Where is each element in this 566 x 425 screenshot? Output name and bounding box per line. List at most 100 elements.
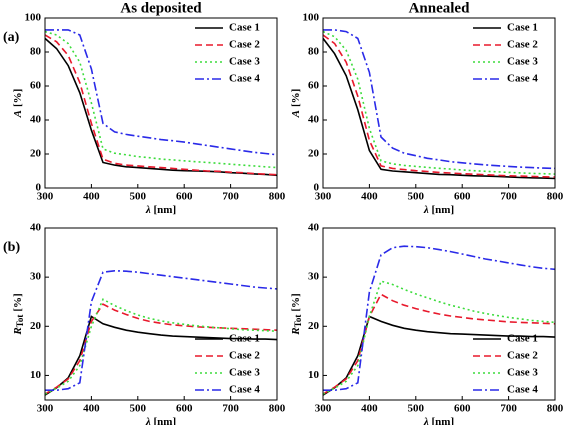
y-axis-label: RTot [%] [290, 293, 304, 335]
legend-label: Case 3 [507, 367, 538, 379]
panel-label: (b) [3, 240, 20, 255]
legend-label: Case 2 [507, 350, 538, 362]
x-tick-label: 700 [500, 403, 517, 415]
y-tick-label: 60 [30, 80, 42, 92]
x-tick-label: 400 [83, 403, 100, 415]
y-tick-label: 10 [30, 369, 42, 381]
y-axis-unit: [%] [12, 293, 24, 311]
y-tick-label: 0 [314, 182, 320, 194]
y-tick-label: 100 [303, 12, 320, 24]
x-axis-symbol: λ [423, 416, 429, 425]
x-tick-label: 600 [176, 403, 193, 415]
y-tick-label: 100 [25, 12, 42, 24]
series-line [323, 293, 555, 395]
x-axis-unit: [nm] [432, 416, 455, 425]
legend-label: Case 3 [229, 367, 260, 379]
legend-label: Case 1 [507, 22, 538, 34]
x-tick-label: 300 [315, 191, 332, 203]
plot-frame [322, 17, 556, 189]
x-tick-label: 600 [454, 191, 471, 203]
y-axis-symbol: A [290, 110, 302, 118]
y-axis-symbol: R [12, 327, 24, 335]
panel: Annealed 300 400 500 600 700 800 0 20 40 60 80 100 λ … [290, 0, 564, 215]
y-tick-label: 20 [30, 320, 42, 332]
y-tick-label: 60 [308, 80, 320, 92]
x-axis-unit: [nm] [154, 204, 177, 216]
x-axis-label: λ [nm] [423, 204, 454, 216]
plot-frame [44, 227, 278, 401]
series-line [323, 29, 555, 170]
y-tick-label: 30 [308, 271, 320, 283]
x-axis-unit: [nm] [432, 204, 455, 216]
x-axis-label: λ [nm] [145, 416, 176, 425]
y-tick-label: 20 [308, 148, 320, 160]
y-tick-label: 0 [36, 182, 42, 194]
y-axis-label: RTot [%] [12, 293, 26, 335]
x-tick-label: 800 [269, 191, 286, 203]
y-axis-subscript: Tot [15, 315, 25, 328]
legend-label: Case 4 [507, 73, 538, 85]
x-tick-label: 500 [408, 403, 425, 415]
x-tick-label: 600 [176, 191, 193, 203]
panel: (b) 300 400 500 600 700 800 10 20 30 40 λ [nm] RTot [… [3, 222, 286, 425]
x-tick-label: 700 [500, 191, 517, 203]
y-axis-subscript: Tot [293, 315, 303, 328]
legend-label: Case 1 [507, 333, 538, 345]
y-tick-label: 40 [308, 222, 320, 234]
y-axis-unit: [%] [290, 89, 302, 107]
series-line [323, 245, 555, 391]
x-tick-label: 500 [130, 191, 147, 203]
series-line [323, 30, 555, 175]
legend-label: Case 2 [229, 39, 260, 51]
series-line [45, 269, 277, 391]
y-tick-label: 40 [30, 114, 42, 126]
x-tick-label: 800 [547, 191, 564, 203]
legend-label: Case 3 [507, 56, 538, 68]
legend-label: Case 1 [229, 333, 260, 345]
x-tick-label: 500 [130, 403, 147, 415]
panel: As deposited (a) 300 400 500 600 700 800 0 20 40 60… [3, 0, 286, 215]
x-axis-unit: [nm] [154, 416, 177, 425]
legend-label: Case 1 [229, 22, 260, 34]
x-tick-label: 700 [222, 191, 239, 203]
x-tick-label: 300 [315, 403, 332, 415]
x-axis-symbol: λ [423, 204, 429, 216]
y-tick-label: 80 [30, 46, 42, 58]
series-line [323, 280, 555, 395]
y-axis-symbol: R [290, 327, 302, 335]
y-tick-label: 40 [308, 114, 320, 126]
x-tick-label: 400 [361, 403, 378, 415]
x-tick-label: 800 [547, 403, 564, 415]
panel-title: Annealed [409, 0, 471, 16]
legend-label: Case 4 [507, 384, 538, 396]
legend-label: Case 4 [229, 384, 260, 396]
y-axis-unit: [%] [12, 89, 24, 107]
y-tick-label: 30 [30, 271, 42, 283]
y-tick-label: 20 [308, 320, 320, 332]
x-axis-label: λ [nm] [145, 204, 176, 216]
y-axis-label: A [%] [12, 89, 24, 119]
y-axis-label: A [%] [290, 89, 302, 119]
y-tick-label: 10 [308, 369, 320, 381]
panel-label: (a) [3, 30, 20, 45]
x-tick-label: 500 [408, 191, 425, 203]
series-line [45, 315, 277, 396]
x-tick-label: 700 [222, 403, 239, 415]
x-axis-symbol: λ [145, 204, 151, 216]
series-line [45, 29, 277, 156]
plot-frame [44, 17, 278, 189]
y-axis-symbol: A [12, 110, 24, 118]
x-axis-label: λ [nm] [423, 416, 454, 425]
series-line [45, 30, 277, 169]
y-tick-label: 80 [308, 46, 320, 58]
legend-label: Case 2 [229, 350, 260, 362]
legend-label: Case 4 [229, 73, 260, 85]
series-line [45, 34, 277, 176]
panel: 300 400 500 600 700 800 10 20 30 40 λ [nm] RTot [%] C… [290, 222, 564, 425]
legend-label: Case 3 [229, 56, 260, 68]
y-tick-label: 20 [30, 148, 42, 160]
legend-label: Case 2 [507, 39, 538, 51]
y-tick-label: 40 [30, 222, 42, 234]
x-tick-label: 800 [269, 403, 286, 415]
